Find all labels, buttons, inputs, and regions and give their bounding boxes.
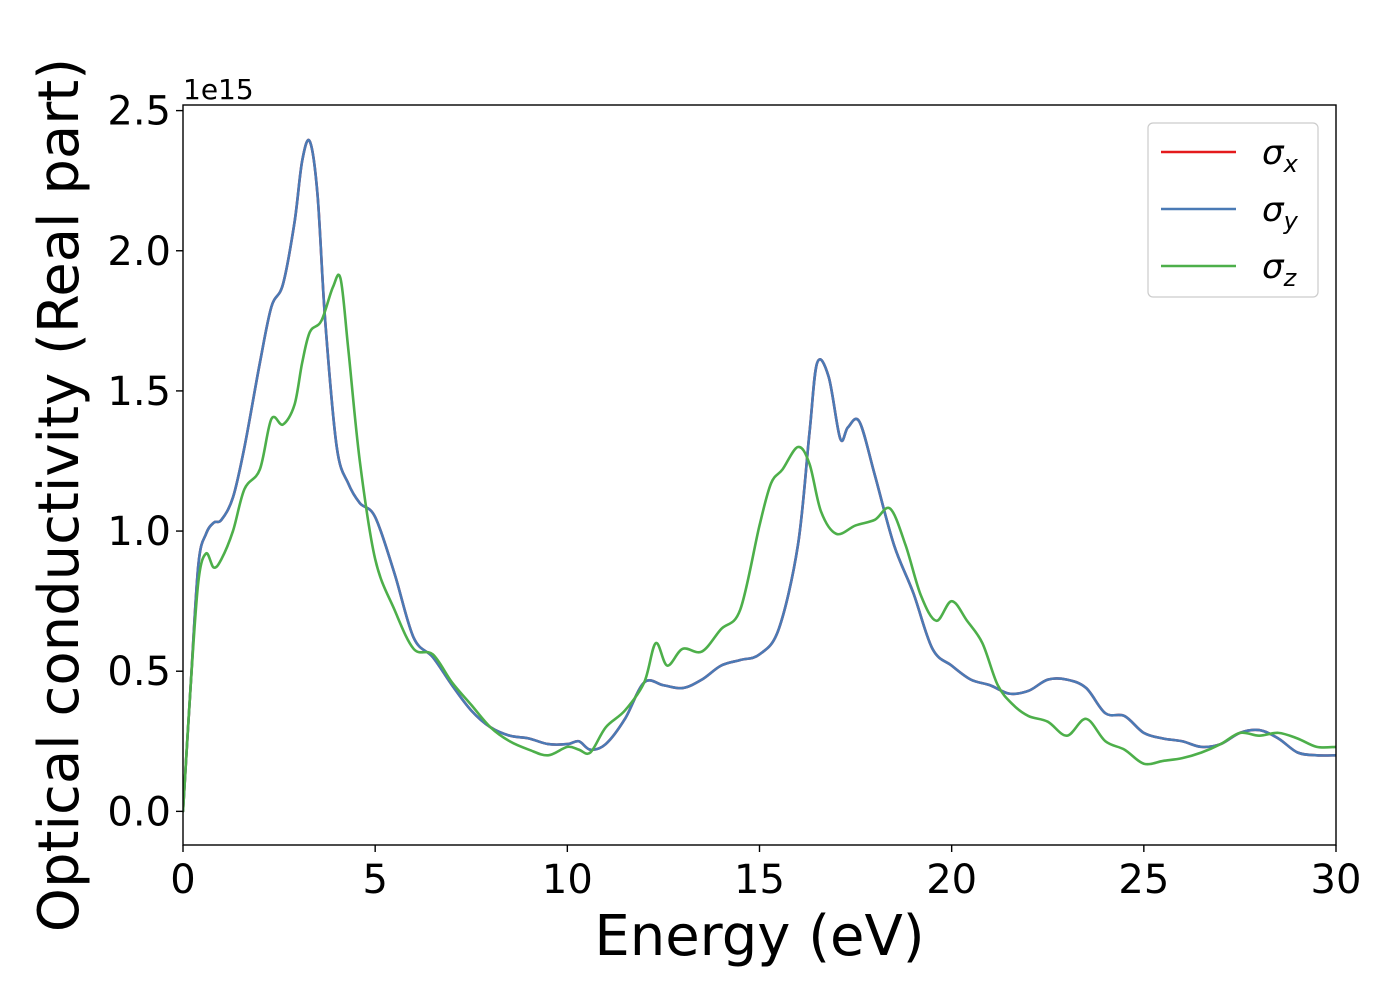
y-axis-ticks: 0.0 0.5 1.0 1.5 2.0 2.5 (107, 89, 183, 835)
x-tick-label: 30 (1311, 857, 1362, 903)
series-layer (183, 138, 1336, 813)
legend-label-y: σy (1262, 190, 1299, 235)
x-tick-label: 25 (1118, 857, 1169, 903)
series-line-y (183, 138, 1336, 813)
y-tick-label: 2.0 (107, 229, 171, 275)
legend-label-z: σz (1262, 247, 1298, 292)
legend-label-x: σx (1262, 133, 1299, 178)
legend: σx σy σz (1147, 122, 1319, 298)
x-tick-label: 20 (926, 857, 977, 903)
legend-items: σx σy σz (1161, 133, 1299, 292)
y-tick-label: 2.5 (107, 89, 171, 135)
y-tick-label: 1.0 (107, 509, 171, 555)
x-axis-ticks: 0 5 10 15 20 25 30 (170, 845, 1361, 903)
x-axis-label: Energy (eV) (594, 904, 924, 969)
y-axis-offset-text: 1e15 (183, 73, 254, 106)
y-axis-label: Optical conductivity (Real part) (27, 58, 92, 932)
y-tick-label: 0.0 (107, 789, 171, 835)
y-tick-label: 1.5 (107, 369, 171, 415)
x-tick-label: 10 (542, 857, 593, 903)
x-tick-label: 5 (362, 857, 387, 903)
x-tick-label: 0 (170, 857, 195, 903)
series-line-z (183, 273, 1336, 813)
x-tick-label: 15 (734, 857, 785, 903)
y-tick-label: 0.5 (107, 649, 171, 695)
